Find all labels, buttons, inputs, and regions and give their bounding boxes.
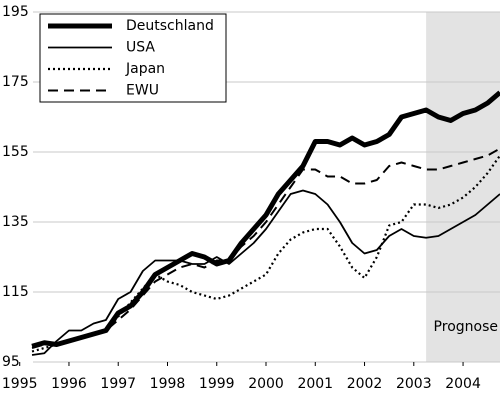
x-tick-label: 1995 (2, 376, 38, 392)
forecast-label: Prognose (434, 319, 498, 335)
x-tick-label: 1999 (199, 376, 235, 392)
x-tick-label: 2001 (297, 376, 333, 392)
y-tick-label: 195 (2, 4, 29, 20)
series-line (31, 147, 500, 349)
series-line (31, 189, 500, 356)
x-tick-label: 2002 (347, 376, 383, 392)
x-tick-label: 1998 (150, 376, 186, 392)
y-tick-label: 135 (2, 214, 29, 230)
y-tick-label: 95 (2, 354, 20, 370)
legend-box (39, 13, 227, 103)
legend-label: EWU (126, 83, 159, 99)
x-tick-label: 1997 (100, 376, 136, 392)
legend-label: Deutschland (126, 18, 214, 34)
x-tick-label: 1996 (51, 376, 87, 392)
y-tick-label: 175 (2, 74, 29, 90)
x-tick-label: 2000 (248, 376, 284, 392)
x-tick-label: 2003 (396, 376, 432, 392)
y-tick-label: 155 (2, 144, 29, 160)
legend-label: Japan (125, 61, 165, 77)
forecast-shade (426, 12, 500, 362)
legend-label: USA (126, 40, 155, 56)
x-tick-label: 2004 (445, 376, 481, 392)
series-line (31, 90, 500, 349)
y-tick-label: 115 (2, 284, 29, 300)
